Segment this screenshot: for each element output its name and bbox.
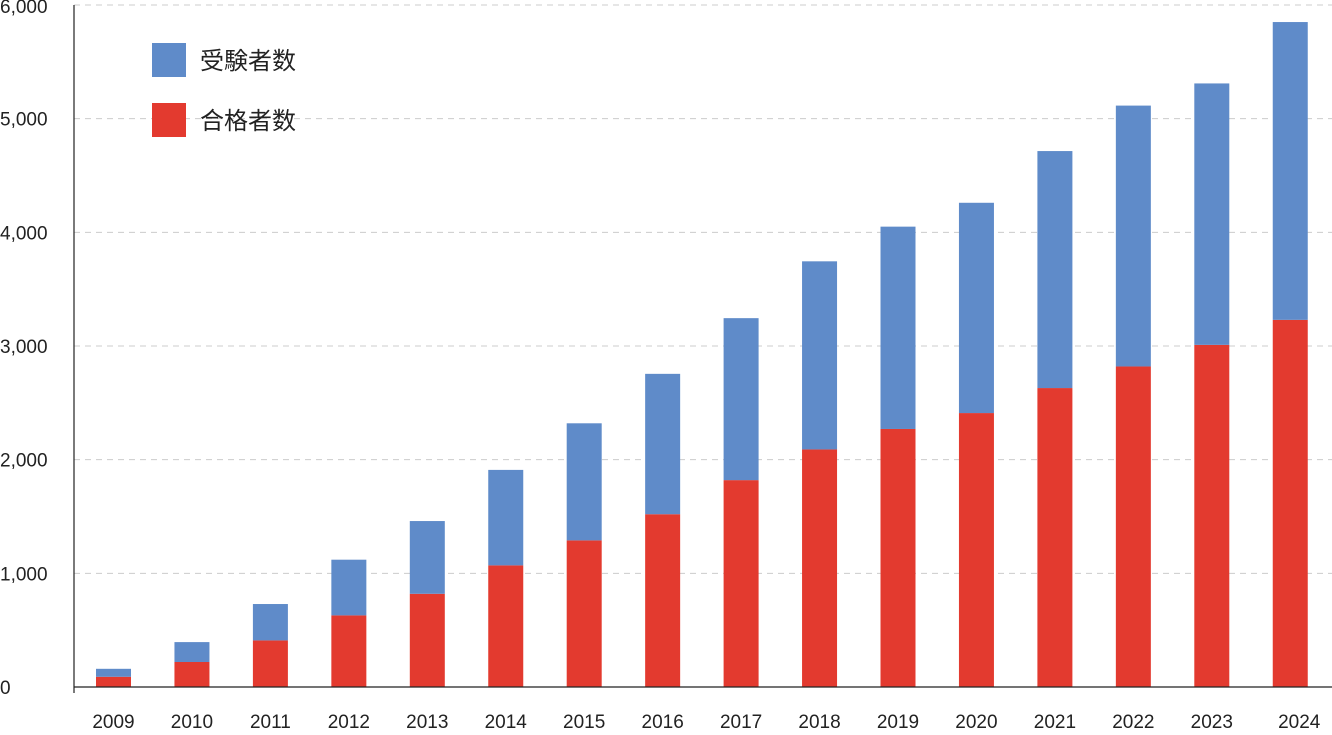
bar-applicants-2011	[252, 604, 288, 641]
x-tick-label: 2014	[485, 712, 528, 730]
bar-passers-2011	[252, 640, 288, 687]
bar-applicants-2015	[566, 423, 602, 541]
x-tick-label: 2012	[328, 712, 370, 730]
x-tick-label: 2023	[1191, 712, 1233, 730]
legend-swatch-passers	[152, 103, 186, 137]
bar-passers-2015	[566, 540, 602, 687]
legend: 受験者数 合格者数	[152, 43, 296, 137]
bar-applicants-2017	[723, 318, 759, 481]
bar-passers-2019	[880, 428, 916, 687]
bar-passers-2009	[96, 676, 131, 687]
bar-applicants-2019	[880, 226, 916, 429]
x-tick-label: 2020	[955, 712, 997, 730]
y-tick-label: 5,000	[0, 110, 48, 131]
y-tick-label: 3,000	[0, 337, 48, 358]
x-tick-label: 2015	[563, 712, 605, 730]
bar-passers-2022	[1115, 366, 1151, 687]
bar-applicants-2010	[174, 642, 210, 662]
x-tick-label: 2022	[1112, 712, 1154, 730]
y-tick-label: 1,000	[0, 564, 48, 585]
bar-applicants-2012	[331, 559, 367, 616]
bar-passers-2023	[1194, 344, 1230, 687]
x-tick-label: 2013	[406, 712, 448, 730]
legend-label-applicants: 受験者数	[200, 48, 296, 75]
x-tick-label: 2009	[92, 712, 134, 730]
bar-passers-2018	[802, 449, 838, 687]
axes	[73, 5, 1332, 693]
bar-passers-2024	[1272, 319, 1308, 687]
bar-passers-2013	[409, 593, 445, 687]
bar-passers-2014	[488, 565, 524, 687]
bar-passers-2021	[1037, 388, 1073, 687]
bar-applicants-2016	[645, 373, 681, 515]
x-tick-label: 2011	[250, 712, 291, 730]
x-tick-label: 2021	[1034, 712, 1076, 730]
y-tick-label: 4,000	[0, 223, 48, 244]
bar-passers-2020	[958, 413, 994, 687]
bar-applicants-2018	[802, 261, 838, 450]
bar-applicants-2009	[96, 668, 131, 677]
bars	[96, 22, 1308, 687]
x-tick-label: 2017	[720, 712, 762, 730]
x-tick-label: 2010	[171, 712, 213, 730]
bar-applicants-2022	[1115, 105, 1151, 367]
legend-label-passers: 合格者数	[200, 108, 296, 135]
bar-applicants-2020	[958, 202, 994, 414]
bar-passers-2016	[645, 514, 681, 687]
bar-applicants-2013	[409, 521, 445, 594]
x-tick-label: 2016	[642, 712, 684, 730]
y-tick-label: 2,000	[0, 451, 48, 472]
bar-passers-2012	[331, 615, 367, 687]
bar-applicants-2021	[1037, 151, 1073, 389]
bar-passers-2017	[723, 480, 759, 687]
bar-applicants-2024	[1272, 22, 1308, 320]
x-tick-label: 2024	[1278, 712, 1321, 730]
bar-applicants-2014	[488, 469, 524, 566]
x-tick-label: 2018	[798, 712, 840, 730]
legend-swatch-applicants	[152, 43, 186, 77]
y-tick-label: 6,000	[0, 0, 48, 18]
bar-applicants-2023	[1194, 83, 1230, 345]
bar-passers-2010	[174, 661, 210, 687]
y-tick-label: 0	[0, 678, 11, 699]
x-tick-label: 2019	[877, 712, 919, 730]
